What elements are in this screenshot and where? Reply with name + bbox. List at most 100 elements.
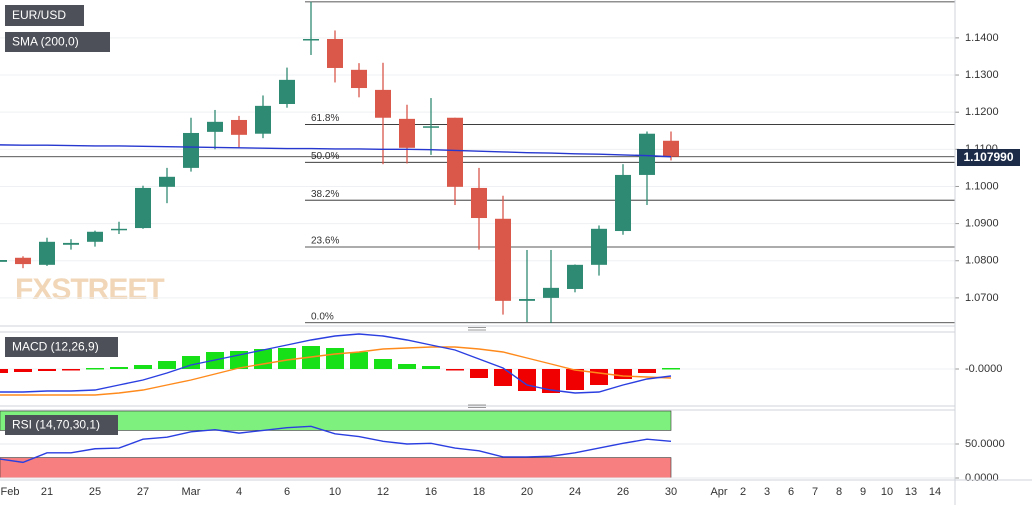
macd-histogram-bar — [614, 369, 632, 379]
candle-body — [495, 218, 511, 301]
last-price-label: 1.107990 — [963, 150, 1013, 164]
macd-histogram-bar — [110, 367, 128, 369]
macd-histogram-bar — [62, 369, 80, 371]
x-tick-label: 3 — [764, 486, 770, 498]
candle-body — [255, 105, 271, 134]
y-tick-label: 1.0900 — [965, 218, 999, 230]
sma-line — [0, 144, 672, 158]
candle-body — [0, 260, 7, 262]
level-label: 61.8% — [311, 113, 339, 124]
candle-body — [375, 89, 391, 118]
x-tick-label: 7 — [812, 486, 818, 498]
x-tick-label: 6 — [788, 486, 794, 498]
macd-histogram-bar — [0, 369, 8, 373]
macd-histogram-bar — [86, 368, 104, 370]
macd-histogram-bar — [350, 352, 368, 369]
panel-handle[interactable] — [468, 327, 486, 331]
candle-body — [447, 117, 463, 187]
x-tick-label: 20 — [521, 486, 533, 498]
last-price-box — [957, 149, 1020, 166]
macd-panel: -0.0000 MACD (12,26,9) — [0, 333, 1002, 396]
x-tick-label: 9 — [860, 486, 866, 498]
panel-handle[interactable] — [468, 404, 486, 408]
y-tick-label: 1.1000 — [965, 180, 999, 192]
x-tick-label: 10 — [881, 486, 893, 498]
x-tick-label: 6 — [284, 486, 290, 498]
rsi-label: RSI (14,70,30,1) — [12, 418, 100, 432]
macd-histogram-bar — [590, 369, 608, 385]
candle-body — [111, 228, 127, 231]
candle-body — [639, 133, 655, 175]
macd-histogram-bar — [422, 366, 440, 369]
candle-body — [591, 228, 607, 265]
x-axis: Feb 21 25 27 Mar 4 6 10 12 16 18 20 24 26 30 Apr 2 3 6 7 8 9 1… — [1, 486, 942, 498]
macd-histogram-bar — [158, 361, 176, 369]
x-tick-label: 16 — [425, 486, 437, 498]
x-tick-label: 12 — [377, 486, 389, 498]
candle-body — [231, 119, 247, 135]
x-tick-label: Mar — [182, 486, 201, 498]
macd-line — [0, 333, 672, 394]
candle-body — [135, 187, 151, 229]
macd-histogram-bar — [278, 348, 296, 369]
x-tick-label: 26 — [617, 486, 629, 498]
y-tick-label: 1.1200 — [965, 106, 999, 118]
candle-body — [87, 231, 103, 242]
macd-histogram-bar — [38, 369, 56, 371]
x-tick-label: Feb — [1, 486, 20, 498]
sma-box — [5, 32, 110, 52]
logo: FXSTREET — [15, 273, 164, 306]
macd-histogram-bar — [182, 356, 200, 369]
x-tick-label: 24 — [569, 486, 581, 498]
x-tick-label: 13 — [905, 486, 917, 498]
price-panel: 1.07001.08001.09001.10001.11001.12001.13… — [0, 1, 999, 324]
macd-histogram-bar — [398, 364, 416, 369]
candle-body — [327, 39, 343, 68]
macd-histogram-bar — [662, 368, 680, 370]
y-tick-label: 0.0000 — [965, 472, 999, 484]
macd-histogram-bar — [638, 369, 656, 373]
x-tick-label: 10 — [329, 486, 341, 498]
candle-body — [279, 79, 295, 104]
candle-body — [15, 257, 31, 265]
x-tick-label: 27 — [137, 486, 149, 498]
candle-body — [567, 264, 583, 289]
x-tick-label: Apr — [710, 486, 727, 498]
level-label: 38.2% — [311, 189, 339, 200]
y-tick-label: 50.0000 — [965, 438, 1005, 450]
overbought-band — [0, 410, 672, 431]
rsi-box — [5, 415, 118, 435]
candle-body — [207, 121, 223, 132]
y-tick-label: -0.0000 — [965, 363, 1002, 375]
candle-body — [543, 287, 559, 298]
candle-body — [423, 126, 439, 128]
candle-body — [159, 176, 175, 187]
candle-body — [63, 242, 79, 245]
rsi-line — [0, 425, 672, 464]
candle-body — [39, 241, 55, 265]
candle-body — [663, 140, 679, 157]
macd-box — [5, 337, 118, 357]
x-tick-label: 14 — [929, 486, 941, 498]
candle-body — [183, 132, 199, 168]
y-tick-label: 1.1300 — [965, 69, 999, 81]
candle-body — [615, 174, 631, 232]
candle-body — [399, 118, 415, 148]
x-tick-label: 2 — [740, 486, 746, 498]
level-label: 0.0% — [311, 311, 334, 322]
x-tick-label: 4 — [236, 486, 242, 498]
x-tick-label: 25 — [89, 486, 101, 498]
macd-label: MACD (12,26,9) — [12, 340, 99, 354]
macd-histogram-bar — [494, 369, 512, 386]
macd-histogram-bar — [14, 369, 32, 372]
macd-histogram-bar — [470, 369, 488, 378]
candle-body — [351, 69, 367, 89]
macd-histogram-bar — [326, 348, 344, 369]
macd-histogram-bar — [566, 369, 584, 390]
macd-histogram-bar — [374, 359, 392, 369]
macd-histogram-bar — [542, 369, 560, 393]
sma-label: SMA (200,0) — [12, 35, 79, 49]
candle-body — [303, 39, 319, 41]
x-tick-label: 18 — [473, 486, 485, 498]
